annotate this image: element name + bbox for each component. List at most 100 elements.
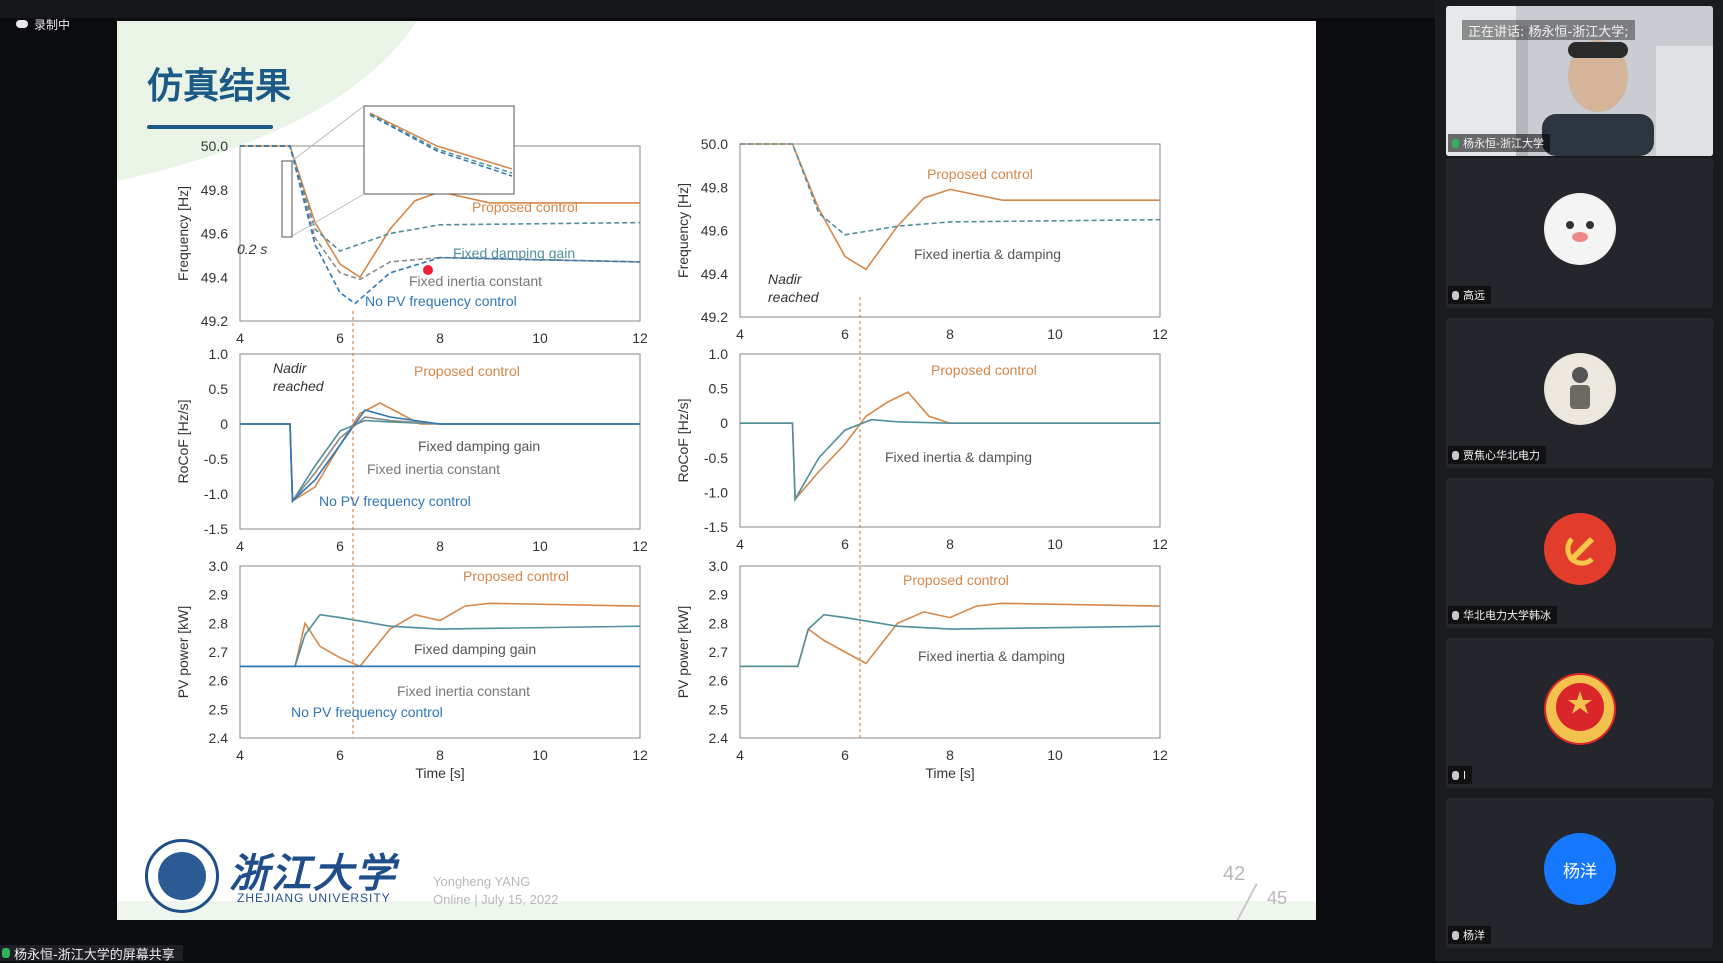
x-tick-label: 12 [1152,747,1168,763]
y-tick-label: 49.6 [201,226,228,242]
x-tick-label: 12 [632,538,648,554]
y-tick-label: 2.9 [709,587,729,603]
x-tick-label: 12 [1152,326,1168,342]
inset-series-line [369,114,513,177]
y-axis-label: RoCoF [Hz/s] [675,398,691,482]
y-tick-label: 3.0 [709,558,729,574]
y-tick-label: 2.6 [209,673,229,689]
simulation-charts: 50.0 49.8 49.6 49.4 49.2 4 6 8 10 12 Frequency [Hz… [175,105,1168,781]
participant-name-tag: l [1448,766,1473,784]
plot-frame [239,565,641,739]
mic-muted-icon [1452,290,1459,300]
legend-fixed-damping-gain: Fixed damping gain [418,438,540,454]
author-name: Yongheng YANG [433,874,531,889]
participant-name-tag: 高远 [1448,286,1491,304]
cloud-record-icon [16,20,28,28]
participant-tile[interactable]: l [1446,638,1713,788]
avatar-initials: 杨洋 [1563,861,1597,882]
participant-tile-speaker[interactable]: 正在讲话: 杨永恒-浙江大学; 杨永恒-浙江大学 [1446,6,1713,156]
x-tick-label: 10 [1047,747,1063,763]
x-tick-label: 4 [736,326,744,342]
zoom-inset [363,105,515,195]
y-tick-label: 2.5 [709,701,729,717]
y-tick-label: 3.0 [209,558,229,574]
y-tick-label: 2.4 [209,730,229,746]
x-tick-label: 10 [532,330,548,346]
y-tick-label: -1.5 [204,521,228,537]
bottom-strip [0,920,1435,961]
legend-proposed-control: Proposed control [414,363,520,379]
plot-frame [739,143,1161,318]
participant-tile[interactable]: 贾焦心华北电力 [1446,318,1713,468]
participant-tile[interactable]: 杨洋 杨洋 [1446,798,1713,948]
x-tick-label: 8 [436,747,444,763]
y-tick-label: 50.0 [201,138,228,154]
x-tick-label: 4 [236,538,244,554]
party-emblem-icon [1546,515,1614,583]
x-tick-label: 4 [736,536,744,552]
participant-name-tag: 杨洋 [1448,926,1491,944]
inset-leader [291,105,365,162]
x-tick-label: 10 [1047,536,1063,552]
participant-name: 杨永恒-浙江大学 [1463,137,1544,150]
participant-name: 高远 [1463,289,1485,302]
y-axis-label: Frequency [Hz] [675,183,691,278]
x-tick-label: 6 [336,330,344,346]
plot-frame [239,353,641,530]
speaking-indicator: 正在讲话: 杨永恒-浙江大学; [1462,20,1635,40]
x-tick-label: 6 [336,538,344,554]
participant-name-tag: 贾焦心华北电力 [1448,446,1546,464]
annotation-0-2s: 0.2 s [237,241,267,257]
mic-muted-icon [1452,930,1459,940]
series-line [740,418,1160,503]
y-tick-label: 49.8 [701,179,728,195]
participant-name-tag: 华北电力大学韩冰 [1448,606,1557,624]
y-tick-label: 0 [720,415,728,431]
x-tick-label: 8 [946,747,954,763]
series-line [240,409,640,503]
x-tick-label: 8 [436,330,444,346]
avatar: 杨洋 [1544,833,1616,905]
university-seal-logo [145,839,219,913]
inset-series-line [369,112,513,170]
series-line [240,602,641,668]
university-name-cn: 浙江大学 [229,850,397,897]
x-axis-label: Time [s] [925,765,974,781]
inset-series-line [369,113,513,174]
participant-tile[interactable]: 高远 [1446,158,1713,308]
x-tick-label: 8 [946,536,954,552]
participant-name: l [1463,768,1467,782]
y-tick-label: 2.7 [709,644,729,660]
x-axis-label: Time [s] [415,765,464,781]
legend-fixed-damping-gain: Fixed damping gain [453,245,575,261]
participant-name: 贾焦心华北电力 [1463,449,1540,462]
page-total: 45 [1267,888,1288,908]
x-tick-label: 12 [632,747,648,763]
screen-share-label[interactable]: 杨永恒-浙江大学的屏幕共享 [0,945,183,963]
legend-fixed-inertia-damping: Fixed inertia & damping [914,246,1061,262]
university-name-en: ZHEJIANG UNIVERSITY [237,891,391,905]
laser-pointer [423,265,433,275]
y-tick-label: 0 [220,416,228,432]
zoom-region [281,160,293,238]
y-tick-label: 1.0 [209,346,229,362]
participant-name: 华北电力大学韩冰 [1463,609,1551,622]
y-tick-label: -0.5 [204,451,228,467]
participant-tile[interactable]: 华北电力大学韩冰 [1446,478,1713,628]
legend-proposed-control: Proposed control [463,568,569,584]
series-line [740,143,1161,236]
participant-name: 杨洋 [1463,929,1485,942]
y-axis-label: PV power [kW] [675,606,691,699]
author-info: Yongheng YANG Online | July 15, 2022 [433,873,559,909]
sketch-figure-icon [1546,355,1614,423]
shared-slide: 仿真结果 50.0 49.8 49.6 49.4 49.2 4 6 8 10 12 Frequenc… [117,21,1316,920]
x-tick-label: 10 [532,538,548,554]
mic-muted-icon [1452,770,1459,780]
series-line [740,613,1161,668]
annotation-nadir: Nadir [273,360,308,376]
participant-name-tag: 杨永恒-浙江大学 [1448,134,1550,152]
y-tick-label: 2.6 [709,673,729,689]
speaker-video [1446,6,1713,156]
y-tick-label: -1.5 [704,519,728,535]
x-tick-label: 10 [532,747,548,763]
